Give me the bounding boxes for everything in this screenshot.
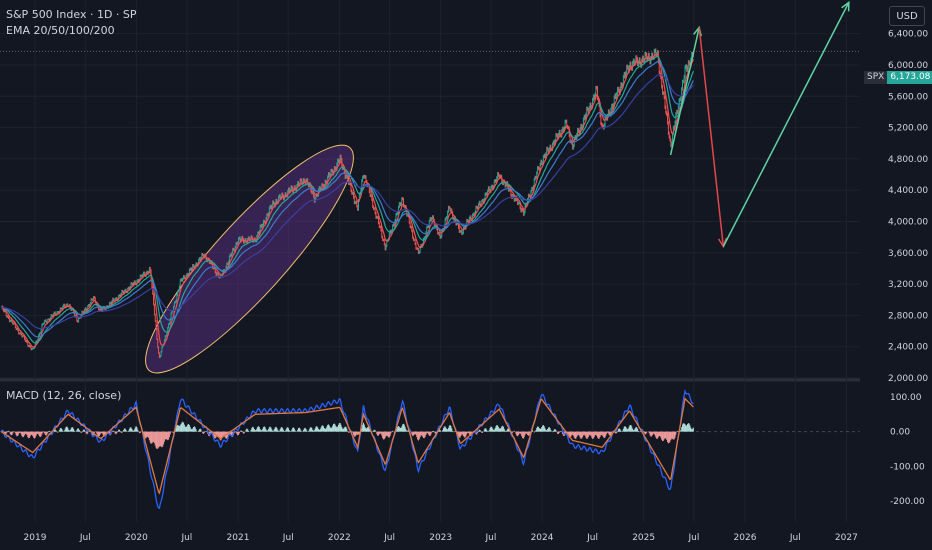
x-tick-label: Jul <box>789 533 801 543</box>
ema-indicator-label[interactable]: EMA 20/50/100/200 <box>6 24 115 37</box>
x-tick-label: 2026 <box>734 533 757 543</box>
y-tick-label: 4,800.00 <box>888 155 928 165</box>
currency-button[interactable]: USD <box>889 6 925 26</box>
y-tick-label: 2,400.00 <box>888 343 928 353</box>
macd-tick-label: 0.00 <box>890 428 910 438</box>
macd-label[interactable]: MACD (12, 26, close) <box>6 389 122 402</box>
x-tick-label: Jul <box>586 533 598 543</box>
price-badge-symbol: SPX <box>864 71 888 84</box>
x-tick-label: 2024 <box>531 533 554 543</box>
x-tick-label: Jul <box>180 533 192 543</box>
x-tick-label: 2019 <box>24 533 47 543</box>
y-tick-label: 5,600.00 <box>888 92 928 102</box>
x-tick-label: 2021 <box>227 533 250 543</box>
ema100-line <box>1 60 694 338</box>
macd-tick-label: -200.00 <box>890 497 925 507</box>
macd-tick-label: -100.00 <box>890 462 925 472</box>
y-tick-label: 4,400.00 <box>888 186 928 196</box>
x-tick-label: Jul <box>282 533 294 543</box>
macd-line <box>0 388 694 509</box>
last-price-badge: SPX 6,173.08 <box>864 71 932 84</box>
y-tick-label: 2,000.00 <box>888 374 928 384</box>
projected-decline-arrow-head <box>717 237 728 249</box>
y-tick-label: 6,000.00 <box>888 61 928 71</box>
macd-histogram <box>1 421 694 450</box>
chart-title[interactable]: S&P 500 Index · 1D · SP <box>6 8 137 21</box>
uptrend-channel-ellipse <box>145 144 354 374</box>
x-tick-label: 2023 <box>429 533 452 543</box>
x-tick-label: Jul <box>687 533 699 543</box>
ema200-line <box>1 74 694 330</box>
ema50-line <box>1 55 694 344</box>
signal-line <box>0 397 694 495</box>
y-tick-label: 2,800.00 <box>888 311 928 321</box>
ema20-line <box>0 53 694 348</box>
y-tick-label: 6,400.00 <box>888 30 928 40</box>
rebound-arrow <box>669 27 700 156</box>
projected-decline-arrow <box>698 27 725 247</box>
x-tick-label: Jul <box>485 533 497 543</box>
y-tick-label: 4,000.00 <box>888 217 928 227</box>
x-tick-label: 2022 <box>328 533 351 543</box>
y-tick-label: 3,600.00 <box>888 249 928 259</box>
projected-rally-arrow <box>722 2 850 247</box>
x-tick-label: 2027 <box>835 533 858 543</box>
projected-rally-arrow-head <box>841 0 850 12</box>
macd-tick-label: 100.00 <box>890 393 922 403</box>
price-badge-value: 6,173.08 <box>887 71 932 84</box>
x-tick-label: Jul <box>79 533 91 543</box>
x-tick-label: Jul <box>383 533 395 543</box>
price-candles <box>1 48 694 359</box>
y-tick-label: 3,200.00 <box>888 280 928 290</box>
y-tick-label: 5,200.00 <box>888 124 928 134</box>
x-tick-label: 2020 <box>125 533 148 543</box>
x-tick-label: 2025 <box>632 533 655 543</box>
